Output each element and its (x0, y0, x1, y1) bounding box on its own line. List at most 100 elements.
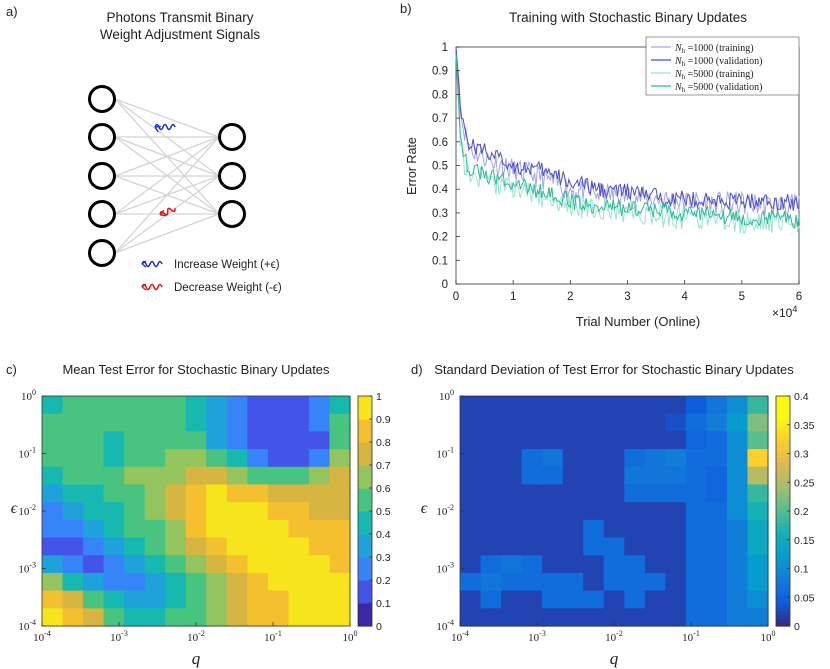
colorbar-segment (358, 618, 372, 623)
colorbar-segment (776, 507, 790, 512)
heatmap-cell (706, 555, 728, 574)
heatmap-cell (267, 484, 289, 503)
heatmap-cell (480, 413, 502, 432)
heatmap-cell (665, 396, 687, 415)
heatmap-cell (480, 519, 502, 539)
heatmap-cell (501, 572, 523, 592)
y-tick-label: 0 (442, 279, 448, 291)
x-tick-label: 4 (681, 291, 688, 303)
panel-a: a) Photons Transmit Binary Weight Adjust… (6, 4, 282, 294)
heatmap-cell (726, 484, 749, 503)
colorbar-segment (358, 480, 372, 485)
heatmap-cell (706, 608, 728, 627)
colorbar-tick-label: 0.8 (376, 437, 391, 449)
heatmap-cell (542, 537, 564, 556)
colorbar-segment (776, 488, 790, 493)
heatmap-cell (665, 431, 687, 450)
heatmap-cell (226, 519, 248, 539)
colorbar-segment (358, 419, 372, 424)
heatmap-cell (83, 519, 105, 539)
heatmap-cell (62, 484, 84, 503)
heatmap-cell (144, 555, 166, 574)
heatmap-cell (185, 502, 207, 521)
heatmap-cell (206, 519, 228, 539)
heatmap-cell (62, 466, 84, 486)
heatmap-cell (103, 537, 125, 556)
heatmap-cell (562, 396, 584, 415)
heatmap-cell (42, 590, 64, 609)
colorbar-tick-label: 0.2 (376, 575, 391, 587)
increase-weight-photon-icon (154, 123, 176, 133)
network-nodes (88, 85, 246, 267)
colorbar-segment (358, 514, 372, 520)
heatmap-cell (226, 555, 248, 574)
heatmap-cell (165, 484, 187, 503)
heatmap-cell (329, 537, 351, 556)
heatmap-cell (124, 502, 146, 521)
input-neuron (88, 162, 116, 190)
colorbar-segment (776, 457, 790, 462)
heatmap-cell (185, 590, 207, 609)
colorbar-segment (776, 610, 790, 616)
heatmap-cell (247, 396, 269, 415)
heatmap-cell (124, 431, 146, 450)
heatmap-cell (308, 413, 331, 432)
heatmap-cell (562, 519, 584, 539)
heatmap-cell (267, 608, 289, 627)
colorbar-segment (358, 560, 372, 566)
heatmap-cell (288, 449, 310, 468)
heatmap-cell (460, 519, 482, 539)
heatmap-cell (685, 555, 707, 574)
series-line-0 (455, 46, 800, 218)
colorbar-segment (358, 415, 372, 420)
heatmap-cell (460, 555, 482, 574)
heatmap-cell (308, 396, 331, 415)
heatmap-cell (144, 396, 166, 415)
heatmap-cell (624, 484, 646, 503)
colorbar-segment (776, 557, 790, 562)
heatmap-cell (247, 449, 269, 468)
heatmap-cell (62, 519, 84, 539)
colorbar-segment (776, 583, 790, 589)
heatmap-cell (726, 431, 749, 450)
heatmap-cell (165, 590, 187, 609)
network-edge (114, 136, 220, 254)
colorbar-segment (358, 503, 372, 508)
colorbar-segment (358, 583, 372, 589)
heatmap-cell (206, 431, 228, 450)
colorbar-segment (358, 399, 372, 405)
colorbar-segment (358, 568, 372, 573)
heatmap-cell (288, 502, 310, 521)
heatmap-cell (124, 537, 146, 556)
colorbar-tick-label: 0.05 (794, 592, 815, 604)
heatmap-cell (329, 413, 351, 432)
colorbar-segment (776, 560, 790, 566)
y-tick-label: 10-2 (18, 503, 36, 518)
heatmap-cell (329, 431, 351, 450)
heatmap-cell (226, 431, 248, 450)
heatmap-cell (521, 466, 543, 486)
heatmap-cell (165, 396, 187, 415)
heatmap-cell (665, 572, 687, 592)
heatmap-cell (603, 608, 625, 627)
heatmap-cell (644, 396, 666, 415)
heatmap-cell (460, 484, 482, 503)
heatmap-cell (329, 519, 351, 539)
colorbar-segment (776, 572, 790, 577)
heatmap-cell (603, 572, 625, 592)
heatmap-cell (562, 431, 584, 450)
heatmap-cell (562, 413, 584, 432)
colorbar-segment (358, 484, 372, 489)
heatmap-cell (165, 519, 187, 539)
heatmap-cell (747, 572, 769, 592)
heatmap-cell (42, 608, 64, 627)
heatmap-cell (542, 449, 564, 468)
heatmap-cell (603, 449, 625, 468)
heatmap-cell (726, 466, 749, 486)
heatmap-cell (308, 537, 331, 556)
heatmap-cell (542, 608, 564, 627)
heatmap-cell (665, 502, 687, 521)
heatmap-cell (329, 572, 351, 592)
heatmap-cell (501, 537, 523, 556)
colorbar-segment (776, 576, 790, 581)
